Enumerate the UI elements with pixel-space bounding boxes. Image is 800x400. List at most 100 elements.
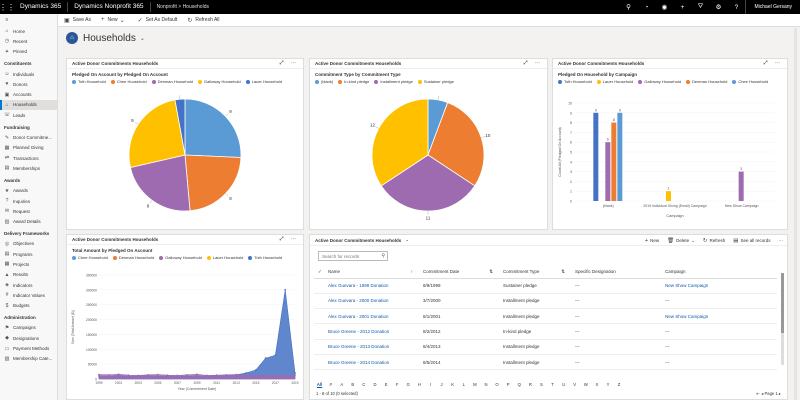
record-name-link[interactable]: Alex Guevara - 1999 Donation bbox=[324, 278, 419, 294]
grid-more-icon[interactable]: ⋯ bbox=[778, 237, 784, 243]
alpha-filter-g[interactable]: G bbox=[406, 382, 410, 387]
sidebar-item-individuals[interactable]: ☺ Individuals bbox=[0, 69, 57, 79]
grid-delete-button[interactable]: 🗑 Delete ⌄ bbox=[667, 238, 695, 244]
user-name[interactable]: Michael Gersany bbox=[745, 0, 800, 14]
grid-title-chevron-icon[interactable]: ⌄ bbox=[405, 237, 410, 242]
sidebar-item-home[interactable]: ⌂ Home bbox=[0, 26, 57, 36]
filter-icon[interactable]: ⛛ bbox=[697, 3, 704, 10]
column-header-commitment-date[interactable]: Commitment Date ⇅ bbox=[419, 266, 499, 279]
row-checkbox[interactable] bbox=[314, 339, 324, 355]
pie-slice[interactable] bbox=[427, 102, 485, 187]
sidebar-item-award-details[interactable]: ▥ Award Details bbox=[0, 216, 57, 226]
add-icon[interactable]: + bbox=[680, 3, 685, 11]
alpha-filter-y[interactable]: Y bbox=[606, 382, 610, 387]
area-point[interactable] bbox=[274, 354, 277, 357]
record-name-link[interactable]: Alex Guevara - 2001 Donation bbox=[324, 308, 419, 325]
sidebar-item-projects[interactable]: ▦ Projects bbox=[0, 259, 57, 269]
column-header-commitment-type[interactable]: Commitment Type ⇅ bbox=[499, 266, 571, 279]
legend-item[interactable]: Galloway Household bbox=[159, 255, 202, 260]
panel-actions-icon[interactable]: ⤢ ⋯ bbox=[279, 236, 299, 242]
row-checkbox[interactable] bbox=[314, 293, 324, 310]
table-cell[interactable]: New Show Campaign bbox=[661, 278, 777, 294]
sidebar-item-donors[interactable]: ♥ Donors bbox=[0, 79, 57, 89]
area-point[interactable] bbox=[98, 373, 100, 376]
alpha-filter-hash[interactable]: # bbox=[329, 382, 332, 387]
sidebar-item-request[interactable]: ✉ Request bbox=[0, 206, 57, 216]
record-name-link[interactable]: Bruce Greene - 2013 Donation bbox=[324, 339, 419, 355]
set-as-default-button[interactable]: ✓ Set As Default bbox=[138, 17, 178, 24]
pie-slice[interactable] bbox=[128, 99, 186, 168]
area-point[interactable] bbox=[156, 373, 159, 376]
record-name-link[interactable]: Bruce Greene - 2012 Donation bbox=[324, 323, 419, 340]
sidebar-item-campaigns[interactable]: ⚑ Campaigns bbox=[0, 323, 57, 333]
alpha-filter-i[interactable]: I bbox=[429, 382, 432, 387]
grid-new-button[interactable]: + New bbox=[645, 238, 659, 244]
area-point[interactable] bbox=[166, 374, 169, 377]
search-icon[interactable]: ⚲ bbox=[381, 253, 385, 259]
lightbulb-icon[interactable]: ◔ bbox=[644, 3, 649, 11]
sidebar-item-programs[interactable]: ▤ Programs bbox=[0, 249, 57, 259]
bar[interactable] bbox=[738, 171, 744, 201]
row-checkbox[interactable] bbox=[314, 308, 324, 325]
see-all-records-button[interactable]: ▤ See all records bbox=[733, 238, 770, 244]
help-icon[interactable]: ? bbox=[734, 3, 739, 11]
sidebar-item-budgets[interactable]: $ Budgets bbox=[0, 301, 57, 311]
sidebar-item-recent[interactable]: ◷ Recent bbox=[0, 36, 57, 46]
sidebar-item-memberships[interactable]: ▤ Memberships bbox=[0, 163, 57, 173]
legend-item[interactable]: Denman Household bbox=[685, 79, 727, 84]
table-row[interactable]: Alex Guevara - 1999 Donation 8/9/1999 Sust… bbox=[314, 278, 777, 294]
legend-item[interactable]: (blank) bbox=[315, 79, 333, 84]
sidebar-item-donor-commitme[interactable]: ✎ Donor Commitme... bbox=[0, 132, 57, 142]
grid-search-input[interactable]: Search for records ⚲ bbox=[318, 251, 388, 261]
record-name-link[interactable]: Bruce Greene - 2014 Donation bbox=[324, 354, 419, 371]
legend-item[interactable]: In-kind pledge bbox=[338, 79, 369, 84]
app-launcher-icon[interactable]: ⋮⋮ bbox=[0, 2, 15, 12]
area-point[interactable] bbox=[245, 374, 247, 377]
grid-scrollbar[interactable] bbox=[781, 273, 784, 365]
area-point[interactable] bbox=[225, 373, 228, 376]
area-point[interactable] bbox=[235, 373, 238, 376]
alpha-filter-s[interactable]: S bbox=[540, 382, 543, 387]
legend-item[interactable]: Chee Household bbox=[110, 79, 147, 84]
alpha-filter-a[interactable]: A bbox=[340, 382, 344, 387]
area-point[interactable] bbox=[176, 374, 179, 377]
settings-icon[interactable]: ⚙ bbox=[715, 4, 722, 11]
area-point[interactable] bbox=[284, 374, 287, 377]
area-point[interactable] bbox=[117, 373, 120, 376]
sort-icon[interactable]: ↑ bbox=[410, 269, 413, 275]
alpha-filter-p[interactable]: P bbox=[506, 382, 510, 387]
app-title[interactable]: Dynamics Nonprofit 365 bbox=[68, 2, 151, 12]
alpha-filter-w[interactable]: W bbox=[583, 382, 588, 387]
alpha-filter-o[interactable]: O bbox=[495, 382, 499, 387]
table-row[interactable]: Bruce Greene - 2014 Donation 8/5/2014 Inst… bbox=[314, 354, 777, 371]
location-icon[interactable]: ◉ bbox=[661, 4, 668, 11]
alpha-filter-h[interactable]: H bbox=[417, 382, 421, 387]
legend-item[interactable]: Chee Household bbox=[72, 255, 108, 260]
sidebar-item-payment-methods[interactable]: ▭ Payment Methods bbox=[0, 343, 57, 353]
first-page-icon[interactable]: ⇤ ◂ bbox=[756, 391, 765, 396]
area-point[interactable] bbox=[264, 374, 267, 377]
alpha-filter-b[interactable]: B bbox=[351, 382, 355, 387]
save-as-button[interactable]: ▣ Save As bbox=[64, 17, 91, 24]
alpha-filter-e[interactable]: E bbox=[384, 382, 388, 387]
area-point[interactable] bbox=[215, 374, 218, 377]
pie-slice[interactable] bbox=[380, 154, 476, 212]
grid-refresh-button[interactable]: ↻ Refresh bbox=[703, 238, 725, 244]
grid-scrollbar-thumb[interactable] bbox=[781, 273, 784, 333]
breadcrumb-households[interactable]: Households bbox=[182, 4, 209, 10]
legend-item[interactable]: Lauer Household bbox=[245, 79, 282, 84]
pie-slice[interactable] bbox=[184, 98, 242, 158]
pie-slice[interactable] bbox=[371, 98, 429, 187]
alpha-filter-l[interactable]: L bbox=[462, 382, 465, 387]
legend-item[interactable]: Toth Household bbox=[72, 79, 106, 84]
area-point[interactable] bbox=[137, 374, 140, 377]
legend-item[interactable]: Toth Household bbox=[248, 255, 282, 260]
area-point[interactable] bbox=[205, 374, 208, 377]
legend-item[interactable]: Denman Household bbox=[112, 255, 154, 260]
alpha-filter-t[interactable]: T bbox=[551, 382, 554, 387]
area-point[interactable] bbox=[294, 372, 296, 374]
bar[interactable] bbox=[666, 191, 671, 201]
legend-item[interactable]: Galloway Household bbox=[638, 79, 681, 84]
search-icon[interactable]: ⚲ bbox=[626, 4, 631, 11]
bar[interactable] bbox=[605, 142, 611, 201]
